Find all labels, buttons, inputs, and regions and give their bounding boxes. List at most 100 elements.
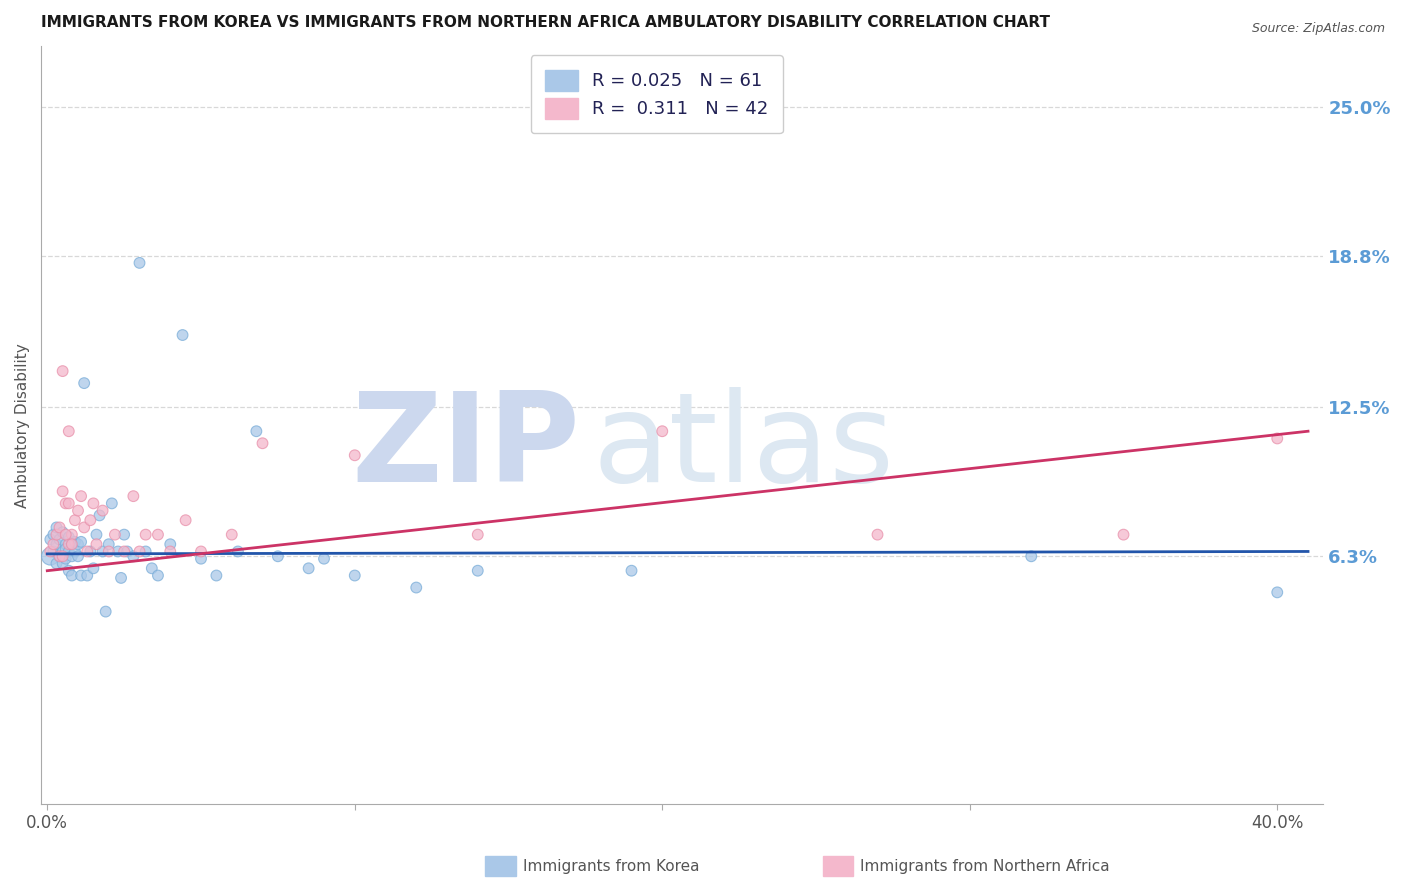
Point — [190, 551, 212, 566]
Point — [252, 436, 274, 450]
Point — [55, 496, 77, 510]
Point — [112, 544, 135, 558]
Point — [1265, 585, 1288, 599]
Point — [55, 551, 77, 566]
Point — [467, 527, 489, 541]
Point — [52, 557, 75, 571]
Point — [58, 530, 80, 544]
Point — [48, 549, 70, 564]
Point — [620, 564, 643, 578]
Text: Immigrants from Northern Africa: Immigrants from Northern Africa — [860, 859, 1111, 873]
Point — [86, 527, 108, 541]
Point — [76, 544, 98, 558]
Point — [60, 568, 83, 582]
Point — [245, 424, 267, 438]
Point — [58, 564, 80, 578]
Point — [205, 568, 228, 582]
Point — [42, 527, 65, 541]
Point — [467, 564, 489, 578]
Point — [866, 527, 889, 541]
Point — [298, 561, 321, 575]
Point — [146, 527, 169, 541]
Point — [45, 557, 67, 571]
Point — [110, 571, 132, 585]
Point — [405, 581, 427, 595]
Point — [343, 568, 366, 582]
Point — [52, 525, 75, 540]
Text: Source: ZipAtlas.com: Source: ZipAtlas.com — [1251, 22, 1385, 36]
Point — [82, 496, 104, 510]
Point — [82, 561, 104, 575]
Point — [76, 568, 98, 582]
Point — [42, 544, 65, 558]
Point — [52, 364, 75, 378]
Point — [135, 527, 157, 541]
Point — [58, 424, 80, 438]
Point — [104, 527, 127, 541]
Point — [52, 484, 75, 499]
Point — [135, 544, 157, 558]
Point — [128, 544, 150, 558]
Point — [63, 534, 86, 549]
Point — [79, 513, 101, 527]
Point — [159, 544, 181, 558]
Point — [58, 537, 80, 551]
Point — [97, 537, 120, 551]
Point — [63, 513, 86, 527]
Point — [73, 376, 96, 391]
Point — [1112, 527, 1135, 541]
Point — [42, 537, 65, 551]
Point — [39, 533, 62, 547]
Point — [52, 549, 75, 564]
Text: ZIP: ZIP — [352, 387, 579, 508]
Point — [312, 551, 335, 566]
Point — [122, 489, 145, 503]
Point — [141, 561, 163, 575]
Point — [128, 256, 150, 270]
Y-axis label: Ambulatory Disability: Ambulatory Disability — [15, 343, 30, 508]
Point — [58, 496, 80, 510]
Point — [60, 537, 83, 551]
Point — [190, 544, 212, 558]
Point — [55, 527, 77, 541]
Point — [58, 544, 80, 558]
Point — [174, 513, 197, 527]
Point — [221, 527, 243, 541]
Point — [86, 537, 108, 551]
Point — [115, 544, 138, 558]
Point — [89, 508, 111, 523]
Point — [52, 544, 75, 558]
Point — [73, 520, 96, 534]
Point — [60, 549, 83, 564]
Point — [63, 544, 86, 558]
Point — [66, 537, 89, 551]
Point — [651, 424, 673, 438]
Point — [267, 549, 290, 564]
Point — [55, 542, 77, 557]
Point — [66, 503, 89, 517]
Point — [70, 489, 93, 503]
Point — [97, 544, 120, 558]
Point — [101, 496, 124, 510]
Point — [39, 549, 62, 564]
Point — [55, 537, 77, 551]
Point — [122, 549, 145, 564]
Legend: R = 0.025   N = 61, R =  0.311   N = 42: R = 0.025 N = 61, R = 0.311 N = 42 — [530, 55, 783, 133]
Point — [70, 568, 93, 582]
Point — [48, 533, 70, 547]
Point — [60, 527, 83, 541]
Point — [45, 520, 67, 534]
Point — [226, 544, 249, 558]
Point — [1265, 432, 1288, 446]
Point — [112, 527, 135, 541]
Point — [107, 544, 129, 558]
Point — [91, 544, 114, 558]
Point — [45, 537, 67, 551]
Point — [94, 605, 117, 619]
Text: Immigrants from Korea: Immigrants from Korea — [523, 859, 700, 873]
Text: atlas: atlas — [592, 387, 894, 508]
Point — [48, 520, 70, 534]
Point — [39, 544, 62, 558]
Point — [1019, 549, 1042, 564]
Point — [79, 544, 101, 558]
